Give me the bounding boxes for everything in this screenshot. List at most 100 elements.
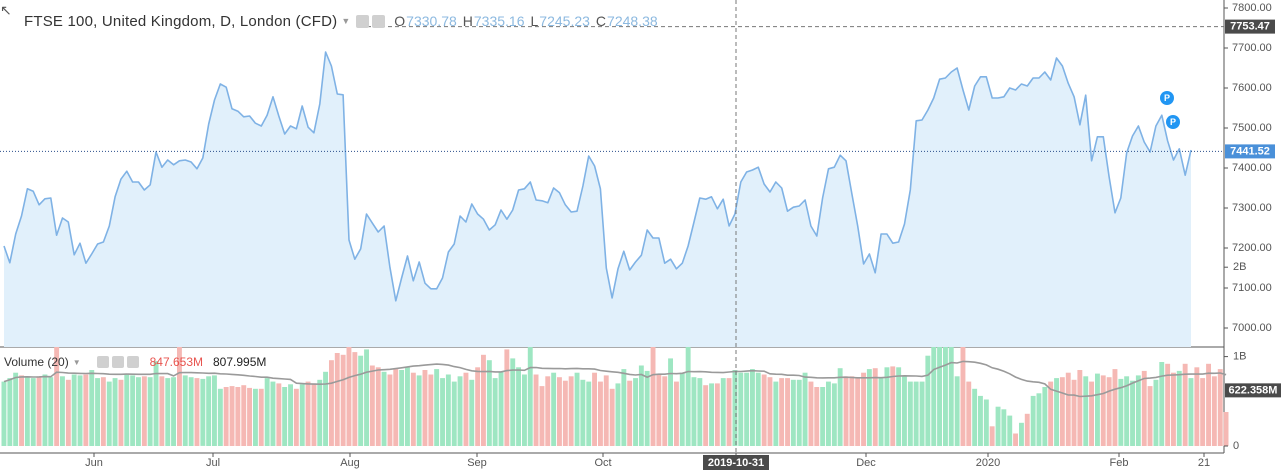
volume-bar <box>533 374 539 446</box>
volume-bar <box>299 384 305 446</box>
volume-bar <box>305 381 311 446</box>
price-tick-label: 7100.00 <box>1232 282 1272 294</box>
volume-bar <box>913 381 919 446</box>
volume-bar <box>755 372 761 446</box>
volume-ma-value: 807.995M <box>213 355 267 369</box>
price-tick-label: 7300.00 <box>1232 202 1272 214</box>
volume-bar <box>510 358 516 446</box>
volume-eye-icon[interactable] <box>96 356 109 368</box>
volume-bar <box>393 369 399 446</box>
volume-bar <box>761 374 767 446</box>
volume-bar <box>147 377 153 446</box>
volume-collapse-icon[interactable]: ▼ <box>72 357 81 367</box>
price-line <box>3 51 1192 302</box>
volume-close-icon[interactable] <box>126 356 139 368</box>
volume-bar <box>902 375 907 446</box>
volume-title[interactable]: Volume (20) <box>4 355 69 369</box>
event-marker-icon[interactable]: P <box>1160 91 1174 105</box>
volume-bar <box>95 378 100 446</box>
volume-bar <box>1106 377 1112 446</box>
price-area-fill <box>4 52 1191 347</box>
volume-bar <box>633 378 638 446</box>
volume-bar <box>1089 381 1094 446</box>
volume-bar <box>19 375 24 446</box>
volume-bar <box>381 371 387 446</box>
volume-bar <box>200 378 206 446</box>
volume-bar <box>615 383 621 446</box>
volume-bar <box>1206 363 1211 446</box>
volume-bar <box>1019 422 1024 446</box>
volume-bar <box>557 377 562 446</box>
volume-bar <box>311 383 317 446</box>
volume-bar <box>767 377 773 446</box>
volume-bar <box>1182 363 1188 446</box>
volume-bar <box>1054 378 1059 446</box>
volume-bar <box>1024 413 1030 446</box>
volume-bar <box>334 353 340 446</box>
volume-bar <box>691 377 697 446</box>
crosshair-price-label: 7753.47 <box>1230 21 1270 33</box>
volume-bar <box>288 384 293 446</box>
volume-bar <box>603 375 609 446</box>
volume-bar <box>258 388 264 446</box>
price-tick-label: 7400.00 <box>1232 162 1272 174</box>
volume-bar <box>709 383 714 446</box>
crosshair-date-label: 2019-10-31 <box>708 457 764 469</box>
volume-bar <box>878 378 884 446</box>
legend-collapse-icon[interactable]: ▼ <box>341 16 351 26</box>
volume-bar <box>89 370 95 446</box>
volume-bar <box>843 376 849 446</box>
volume-bar <box>1007 415 1013 446</box>
volume-bar <box>1171 372 1176 446</box>
volume-bar <box>732 370 738 446</box>
volume-bar <box>931 274 937 446</box>
volume-bar <box>568 376 574 446</box>
volume-tick-label: 0 <box>1233 440 1239 452</box>
volume-bar <box>866 369 872 446</box>
volume-bar <box>504 349 510 446</box>
volume-bar <box>1112 369 1118 446</box>
volume-bar <box>177 312 182 446</box>
volume-bar <box>36 376 42 446</box>
volume-bar <box>293 388 299 446</box>
volume-settings-icon[interactable] <box>111 356 124 368</box>
volume-bar <box>779 378 785 446</box>
volume-bar <box>498 371 504 446</box>
volume-bar <box>235 387 241 446</box>
volume-bar <box>42 374 48 446</box>
volume-bar <box>71 374 77 446</box>
volume-bar <box>872 368 878 446</box>
volume-axis-ticks: 2B 1B 0 <box>1224 261 1246 452</box>
volume-bar <box>516 367 521 446</box>
volume-bar <box>1077 370 1083 446</box>
time-axis-ticks: Jun Jul Aug Sep Oct 2019-10-31 Dec 2020 Feb 21 <box>85 453 1210 470</box>
symbol-title[interactable]: FTSE 100, United Kingdom, D, London (CFD… <box>24 12 338 30</box>
volume-bar <box>826 381 831 446</box>
volume-bar <box>416 375 422 446</box>
volume-bar <box>369 365 375 446</box>
price-tick-label: 7800.00 <box>1232 2 1272 14</box>
volume-bar <box>1065 372 1071 446</box>
eye-icon[interactable] <box>356 14 370 28</box>
low-value: 7245.23 <box>539 13 590 29</box>
volume-bar <box>475 367 481 446</box>
volume-bar <box>405 367 410 446</box>
volume-bar <box>966 381 972 446</box>
volume-bar <box>539 386 545 446</box>
settings-icon[interactable] <box>372 14 386 28</box>
volume-bar <box>1211 376 1217 446</box>
time-tick-label: 21 <box>1198 457 1210 469</box>
volume-bar <box>247 387 252 446</box>
volume-bar <box>598 381 603 446</box>
time-tick-label: Oct <box>594 457 611 469</box>
volume-bar <box>54 331 60 446</box>
volume-bar <box>1130 380 1135 446</box>
volume-bar <box>790 379 796 446</box>
volume-bar <box>592 372 597 446</box>
event-marker-icon[interactable]: P <box>1166 115 1180 129</box>
last-price-box <box>1225 144 1275 159</box>
volume-bar <box>48 377 54 446</box>
volume-bar <box>1200 378 1206 446</box>
high-value: 7335.16 <box>473 13 525 29</box>
